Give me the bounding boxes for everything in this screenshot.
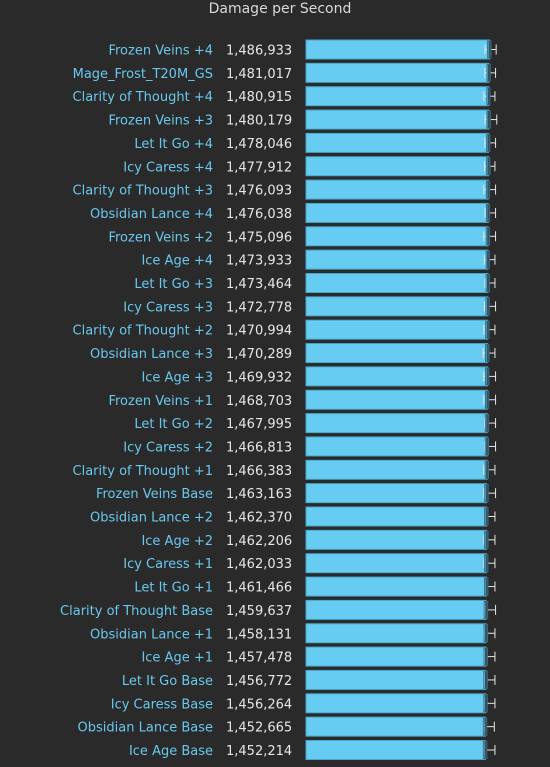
category-label: Icy Caress +4 [123,160,213,175]
bar [305,62,490,83]
bar [305,623,487,644]
category-label: Let It Go +3 [134,277,213,292]
value-label: 1,480,179 [226,114,292,129]
bar [305,599,487,620]
bar [305,459,488,480]
category-label: Obsidian Lance Base [78,721,213,736]
bar [305,296,489,317]
category-label: Frozen Veins Base [96,487,213,502]
value-label: 1,475,096 [226,230,292,245]
bar [305,740,486,760]
bar [305,483,488,504]
bar [305,436,488,457]
bar [305,86,490,107]
bar [305,109,490,130]
category-label: Clarity of Thought +3 [73,184,213,199]
category-label: Frozen Veins +3 [108,114,213,129]
category-label: Icy Caress Base [111,697,213,712]
value-label: 1,470,994 [226,324,292,339]
category-label: Let It Go +1 [134,581,213,596]
bar [305,39,491,60]
bar [305,132,490,153]
value-label: 1,466,813 [226,440,292,455]
bar [305,179,489,200]
value-label: 1,467,995 [226,417,292,432]
category-label: Frozen Veins +2 [108,230,213,245]
category-label: Icy Caress +2 [123,440,213,455]
value-label: 1,466,383 [226,464,292,479]
category-label: Mage_Frost_T20M_GS [73,67,213,82]
category-label: Clarity of Thought Base [60,604,213,619]
value-label: 1,480,915 [226,90,292,105]
bar [305,506,488,527]
value-label: 1,456,264 [226,697,292,712]
value-label: 1,461,466 [226,581,292,596]
category-label: Obsidian Lance +3 [90,347,213,362]
value-label: 1,457,478 [226,651,292,666]
value-label: 1,476,093 [226,184,292,199]
bar [305,576,487,597]
value-label: 1,486,933 [226,44,292,59]
bar [305,202,489,223]
value-label: 1,462,033 [226,557,292,572]
bar [305,669,487,690]
value-label: 1,477,912 [226,160,292,175]
value-label: 1,468,703 [226,394,292,409]
category-label: Frozen Veins +1 [108,394,213,409]
category-label: Ice Age +2 [141,534,213,549]
value-label: 1,463,163 [226,487,292,502]
value-label: 1,462,206 [226,534,292,549]
value-label: 1,452,214 [226,744,292,759]
category-label: Icy Caress +3 [123,300,213,315]
category-label: Frozen Veins +4 [108,44,213,59]
bar [305,389,488,410]
bar [305,716,486,737]
value-label: 1,470,289 [226,347,292,362]
bar [305,249,489,270]
bar [305,553,488,574]
category-label: Clarity of Thought +4 [73,90,213,105]
category-label: Clarity of Thought +2 [73,324,213,339]
bar [305,156,490,177]
value-label: 1,469,932 [226,370,292,385]
category-label: Let It Go +2 [134,417,213,432]
bar [305,646,487,667]
value-label: 1,478,046 [226,137,292,152]
category-label: Clarity of Thought +1 [73,464,213,479]
bar [305,529,488,550]
value-label: 1,481,017 [226,67,292,82]
category-label: Ice Age +3 [141,370,213,385]
value-label: 1,473,464 [226,277,292,292]
bar [305,273,489,293]
category-label: Obsidian Lance +2 [90,511,213,526]
value-label: 1,459,637 [226,604,292,619]
value-label: 1,476,038 [226,207,292,222]
bar [305,413,488,434]
bar [305,226,489,247]
chart-rows: Frozen Veins +4 1,486,933 Mage_Frost_T20M_… [60,39,498,760]
value-label: 1,462,370 [226,511,292,526]
category-label: Ice Age +1 [141,651,213,666]
value-label: 1,456,772 [226,674,292,689]
chart-title: Damage per Second [209,1,352,17]
bar [305,319,489,340]
category-label: Obsidian Lance +1 [90,627,213,642]
bar [305,693,487,714]
category-label: Ice Age Base [129,744,213,759]
bar [305,343,489,364]
bar [305,366,489,387]
category-label: Obsidian Lance +4 [90,207,213,222]
category-label: Ice Age +4 [141,254,213,269]
value-label: 1,473,933 [226,254,292,269]
category-label: Icy Caress +1 [123,557,213,572]
category-label: Let It Go Base [122,674,213,689]
category-label: Let It Go +4 [134,137,213,152]
value-label: 1,472,778 [226,300,292,315]
value-label: 1,452,665 [226,721,292,736]
value-label: 1,458,131 [226,627,292,642]
